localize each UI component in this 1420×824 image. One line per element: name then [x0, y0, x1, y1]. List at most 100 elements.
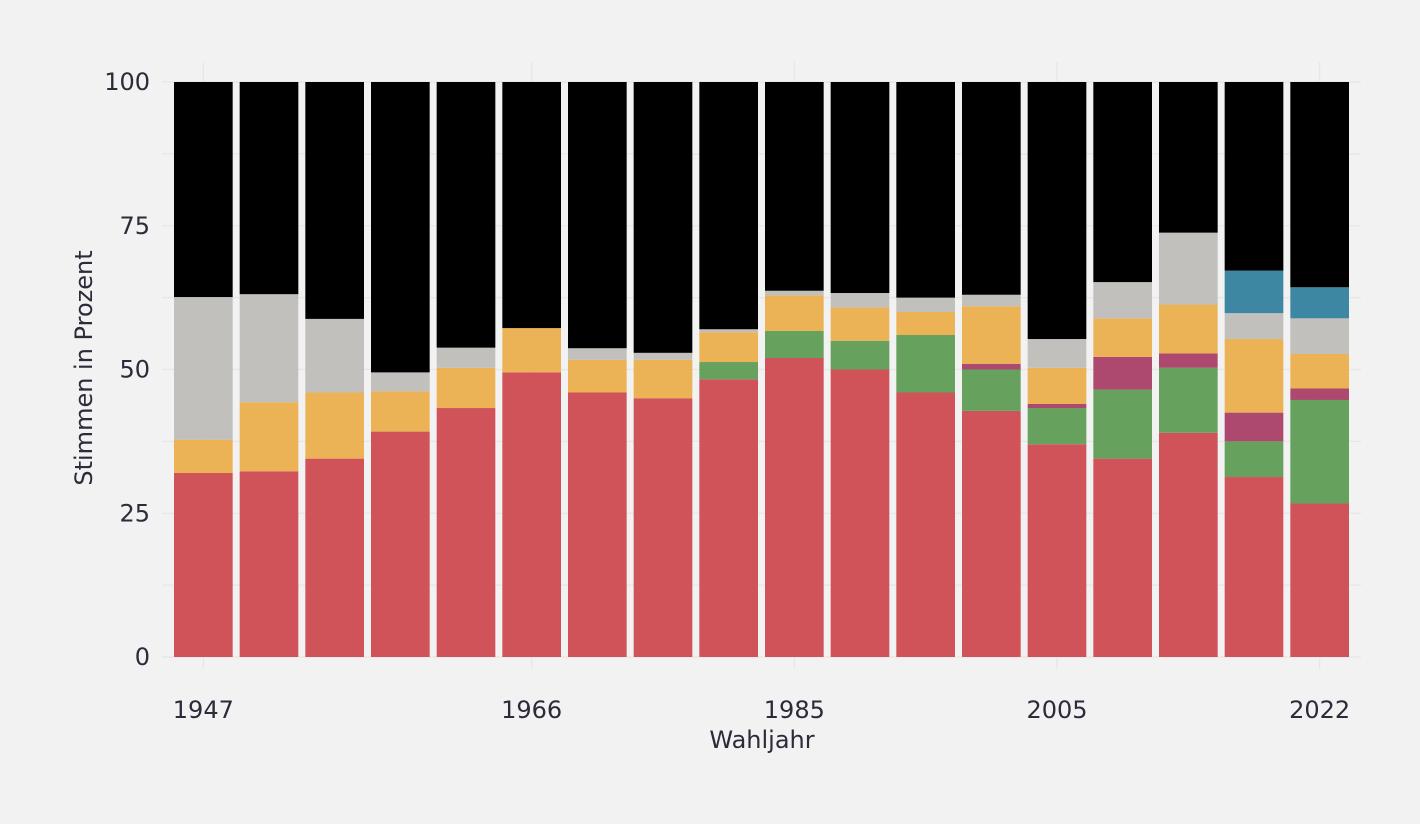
bar-segment: [436, 408, 496, 657]
bar-segment: [1159, 367, 1218, 433]
bar-segment: [1027, 339, 1087, 368]
bar-segment: [568, 359, 627, 393]
bar-segment: [962, 306, 1021, 364]
bar-segment: [1093, 458, 1152, 657]
bar-segment: [699, 82, 758, 330]
bar-segment: [305, 318, 364, 393]
x-axis-ticks: 1947 1966 1985 2005 2022: [173, 696, 1350, 724]
bar-segment: [174, 82, 233, 298]
bar-segment: [699, 332, 758, 363]
x-tick-label: 1966: [501, 696, 562, 724]
bar-segment: [896, 392, 955, 657]
bar-segment: [1290, 399, 1349, 504]
bar-segment: [568, 82, 627, 349]
bar-segment: [699, 379, 758, 657]
bar-segment: [436, 367, 496, 409]
bar-segment: [371, 372, 430, 392]
bar-segment: [1159, 353, 1218, 368]
bar-segment: [371, 82, 430, 373]
bar-segment: [436, 82, 496, 348]
bar-segment: [239, 82, 299, 295]
bar-segment: [1027, 82, 1087, 340]
y-axis-title: Stimmen in Prozent: [70, 250, 98, 485]
bar-segment: [1027, 444, 1087, 657]
bar-segment: [1224, 412, 1284, 442]
bar-segment: [765, 290, 824, 296]
bar-segment: [830, 82, 890, 294]
bar-segment: [896, 312, 955, 335]
bar-segment: [239, 471, 299, 657]
bar-segment: [1224, 270, 1284, 314]
bar-segment: [1159, 432, 1218, 657]
bars: [174, 82, 1349, 657]
bar-segment: [1290, 82, 1349, 288]
bar-segment: [1093, 282, 1152, 319]
bar-segment: [502, 82, 561, 329]
y-axis-ticks: 0 25 50 75 100: [104, 68, 150, 671]
bar-segment: [1224, 82, 1284, 271]
bar-segment: [1159, 304, 1218, 354]
bar-segment: [239, 402, 299, 472]
bar-segment: [962, 369, 1021, 411]
bar-segment: [830, 340, 890, 370]
bar-segment: [1290, 287, 1349, 319]
bar-segment: [436, 347, 496, 368]
bar-segment: [1290, 318, 1349, 354]
bar-segment: [962, 363, 1021, 370]
bar-segment: [1224, 339, 1284, 413]
bar-segment: [568, 348, 627, 360]
bar-segment: [633, 398, 693, 657]
x-tick-label: 1947: [173, 696, 234, 724]
bar-segment: [371, 391, 430, 432]
bar-segment: [765, 358, 824, 657]
bar-segment: [1159, 82, 1218, 233]
bar-segment: [896, 335, 955, 393]
bar-segment: [830, 369, 890, 657]
bar-segment: [1224, 477, 1284, 657]
bar-segment: [1093, 356, 1152, 390]
bar-segment: [765, 330, 824, 358]
bar-segment: [305, 392, 364, 459]
x-tick-label: 2005: [1026, 696, 1087, 724]
x-axis-title: Wahljahr: [709, 726, 814, 754]
bar-segment: [174, 439, 233, 473]
bar-segment: [896, 297, 955, 312]
bar-segment: [1290, 353, 1349, 389]
bar-segment: [1027, 408, 1087, 445]
bar-segment: [1027, 367, 1087, 404]
bar-segment: [633, 82, 693, 353]
bar-segment: [962, 410, 1021, 657]
bar-segment: [1224, 441, 1284, 478]
bar-segment: [962, 294, 1021, 307]
bar-segment: [305, 82, 364, 319]
y-tick-label: 75: [119, 212, 150, 240]
bar-segment: [502, 372, 561, 657]
bar-segment: [239, 294, 299, 403]
x-tick-label: 1985: [764, 696, 825, 724]
bar-segment: [830, 293, 890, 308]
bar-segment: [371, 431, 430, 657]
bar-segment: [1290, 503, 1349, 657]
bar-segment: [765, 82, 824, 291]
y-tick-label: 25: [119, 499, 150, 527]
bar-segment: [633, 359, 693, 399]
bar-segment: [830, 307, 890, 341]
bar-segment: [962, 82, 1021, 295]
bar-segment: [1224, 313, 1284, 340]
bar-segment: [1093, 318, 1152, 357]
y-tick-label: 50: [119, 356, 150, 384]
bar-segment: [1159, 232, 1218, 305]
bar-segment: [1093, 389, 1152, 459]
bar-segment: [633, 352, 693, 360]
bar-segment: [568, 392, 627, 657]
bar-segment: [174, 473, 233, 657]
bar-segment: [305, 458, 364, 657]
bar-segment: [1027, 404, 1087, 409]
bar-segment: [1290, 388, 1349, 400]
bar-segment: [765, 295, 824, 331]
bar-segment: [502, 328, 561, 373]
bar-segment: [1093, 82, 1152, 283]
y-tick-label: 100: [104, 68, 150, 96]
